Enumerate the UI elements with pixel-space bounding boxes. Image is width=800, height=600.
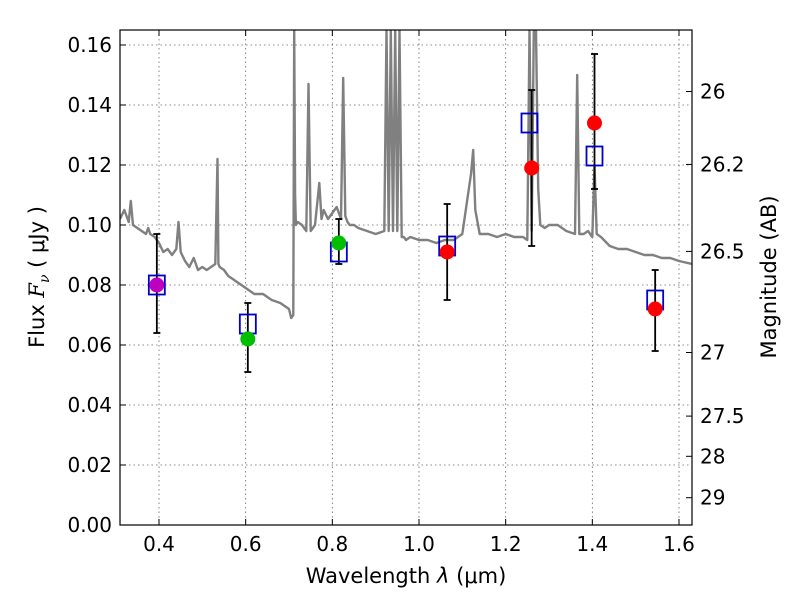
magnitude-axis-ticks: 26 26.2 26.5 27 27.5 28 29	[686, 80, 745, 510]
observed-flux-point	[524, 160, 540, 176]
magnitude-tick-label: 26.2	[700, 152, 745, 176]
observed-points	[149, 115, 663, 347]
x-tick-label: 1.2	[490, 532, 522, 556]
y-tick-label: 0.12	[67, 153, 112, 177]
magnitude-tick-label: 27.5	[700, 404, 745, 428]
magnitude-tick-label: 28	[700, 444, 725, 468]
y-tick-label: 0.16	[67, 33, 112, 57]
y-tick-label: 0.08	[67, 273, 112, 297]
model-flux-box	[585, 145, 604, 167]
error-bars	[153, 53, 659, 373]
y-axis-ticks: 0.00 0.02 0.04 0.06 0.08 0.10 0.12 0.14 0.16	[67, 33, 126, 537]
observed-flux-point	[331, 235, 347, 251]
x-tick-label: 0.6	[230, 532, 262, 556]
x-tick-label: 1.0	[403, 532, 435, 556]
observed-flux-point	[240, 331, 256, 347]
observed-flux-point	[647, 301, 663, 317]
y-tick-label: 0.10	[67, 213, 112, 237]
plot-frame	[119, 29, 693, 526]
template-spectrum-line	[120, 30, 692, 320]
grid	[120, 30, 692, 526]
y-tick-label: 0.06	[67, 333, 112, 357]
observed-flux-point	[587, 115, 602, 131]
model-flux-box	[520, 112, 539, 134]
y-tick-label: 0.14	[67, 93, 112, 117]
magnitude-tick-label: 29	[700, 486, 725, 510]
model-flux-box	[147, 274, 166, 296]
template-spectrum-group	[120, 30, 692, 320]
magnitude-axis-title: Magnitude (AB)	[757, 195, 781, 358]
x-tick-label: 1.4	[576, 532, 608, 556]
x-tick-label: 0.8	[316, 532, 348, 556]
observed-flux-point	[149, 277, 165, 293]
magnitude-tick-label: 26.5	[700, 239, 745, 263]
x-tick-label: 1.6	[663, 532, 695, 556]
y-tick-label: 0.00	[67, 513, 112, 537]
observed-flux-point	[439, 244, 455, 260]
y-tick-label: 0.02	[67, 453, 112, 477]
x-axis-ticks: 0.4 0.6 0.8 1.0 1.2 1.4 1.6	[143, 30, 695, 556]
y-axis-title: Flux Fν ( μJy )	[25, 206, 53, 348]
magnitude-tick-label: 26	[700, 80, 725, 104]
model-flux-boxes	[147, 112, 665, 335]
x-tick-label: 0.4	[143, 532, 175, 556]
y-tick-label: 0.04	[67, 393, 112, 417]
x-axis-title: Wavelength λ (μm)	[306, 564, 507, 588]
magnitude-tick-label: 27	[700, 341, 725, 365]
